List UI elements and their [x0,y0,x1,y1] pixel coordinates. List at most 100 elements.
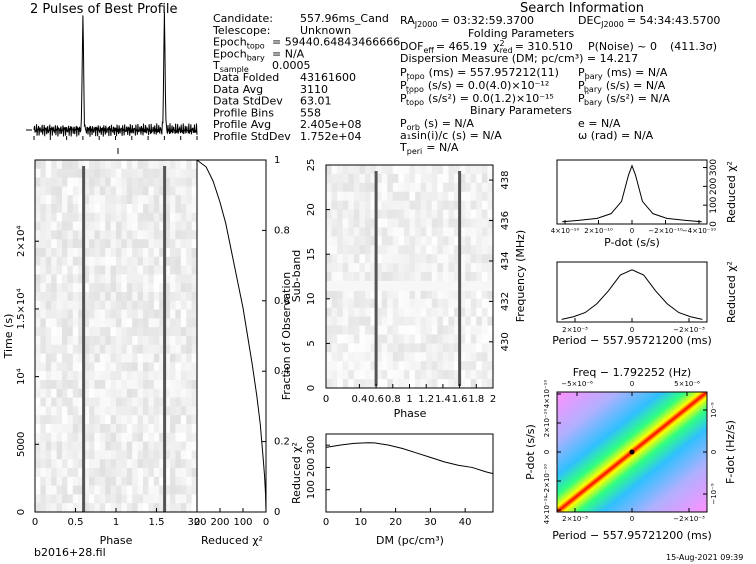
subband-cell [465,191,472,202]
subband-cell [359,272,366,282]
subband-cell [326,272,333,282]
time-phase-cell [51,415,58,425]
subband-cell [487,200,494,211]
subband-cell [353,361,360,371]
time-phase-cell [99,494,106,504]
subband-cell [448,263,455,273]
time-phase-cell [89,248,95,258]
pd-y-tick-label: 100 [709,196,719,213]
time-phase-cell [126,336,133,346]
time-phase-cell [153,230,160,240]
time-phase-cell [99,441,106,451]
subband-cell [470,236,477,246]
subband-cell [420,218,427,228]
time-phase-cell [78,177,85,187]
subband-cell [409,298,416,309]
time-phase-cell [137,221,144,231]
time-phase-cell [153,380,160,390]
subband-cell [392,165,399,175]
subband-cell [420,165,427,175]
time-phase-cell [67,327,74,337]
time-phase-cell [99,327,106,337]
time-phase-cell [132,230,139,240]
subband-cell [426,200,433,211]
info-left-value: 2.405e+08 [300,118,361,131]
time-phase-cell [67,336,74,346]
time-phase-cell [170,177,176,187]
time-phase-cell [110,186,117,196]
time-phase-cell [159,274,166,284]
time-phase-cell [170,204,176,214]
time-phase-cell [175,468,182,478]
subband-cell [381,245,388,255]
time-phase-cell [40,441,47,451]
subband-cell [342,307,349,318]
time-phase-cell [148,160,155,170]
time-phase-cell [175,283,182,293]
subband-cell [376,325,383,335]
time-phase-cell [170,485,176,495]
subband-cell [342,227,349,237]
subband-cell [415,218,422,228]
sb-y2-tick-label: 434 [500,251,511,270]
time-phase-cell [121,186,128,196]
time-phase-cell [121,309,128,319]
time-phase-cell [164,336,171,346]
sb-x-tick-label: 1.6 [452,394,468,405]
subband-cell [331,254,338,264]
time-phase-cell [72,221,79,231]
subband-cell [376,182,383,193]
time-phase-cell [159,318,166,328]
subband-cell [470,352,477,362]
sb-x-tick-label: 1.2 [418,394,434,405]
pd-xlabel: P-dot (s/s) [604,236,660,249]
time-phase-cell [83,415,90,425]
time-phase-cell [56,441,63,451]
time-phase-cell [45,485,52,495]
subband-cell [342,182,349,193]
time-phase-cell [148,239,155,249]
time-phase-cell [35,494,41,504]
subband-cell [481,263,488,273]
subband-cell [381,289,388,300]
time-phase-cell [116,265,122,275]
time-phase-cell [35,327,41,337]
subband-cell [420,191,427,202]
time-phase-cell [191,221,198,231]
time-phase-cell [67,362,74,372]
time-phase-cell [83,476,90,487]
time-phase-cell [78,336,85,346]
subband-cell [359,218,366,228]
time-phase-cell [35,274,41,284]
time-phase-cell [126,362,133,372]
time-phase-cell [83,468,90,478]
subband-cell [470,173,477,184]
time-phase-cell [67,450,74,460]
pd-x-tick-label: 4×10⁻¹⁰ [551,227,580,235]
subband-cell [331,289,338,300]
time-phase-cell [83,160,90,170]
subband-cell [415,343,422,353]
time-phase-cell [132,494,139,504]
time-phase-cell [175,362,182,372]
subband-cell [487,191,494,202]
time-phase-cell [191,160,198,170]
time-phase-cell [132,441,139,451]
time-phase-cell [191,239,198,249]
time-phase-cell [62,432,68,443]
subband-cell [348,325,355,335]
subband-cell [487,343,494,353]
subband-cell [454,334,461,344]
time-phase-cell [89,256,95,267]
time-phase-cell [132,362,139,372]
time-phase-cell [78,283,85,293]
time-phase-cell [116,371,122,381]
time-phase-cell [175,186,182,196]
subband-cell [465,245,472,255]
time-phase-cell [83,168,90,179]
subband-cell [398,191,405,202]
subband-cell [481,173,488,184]
time-phase-cell [83,230,90,240]
subband-cell [387,245,394,255]
subband-cell [426,236,433,246]
